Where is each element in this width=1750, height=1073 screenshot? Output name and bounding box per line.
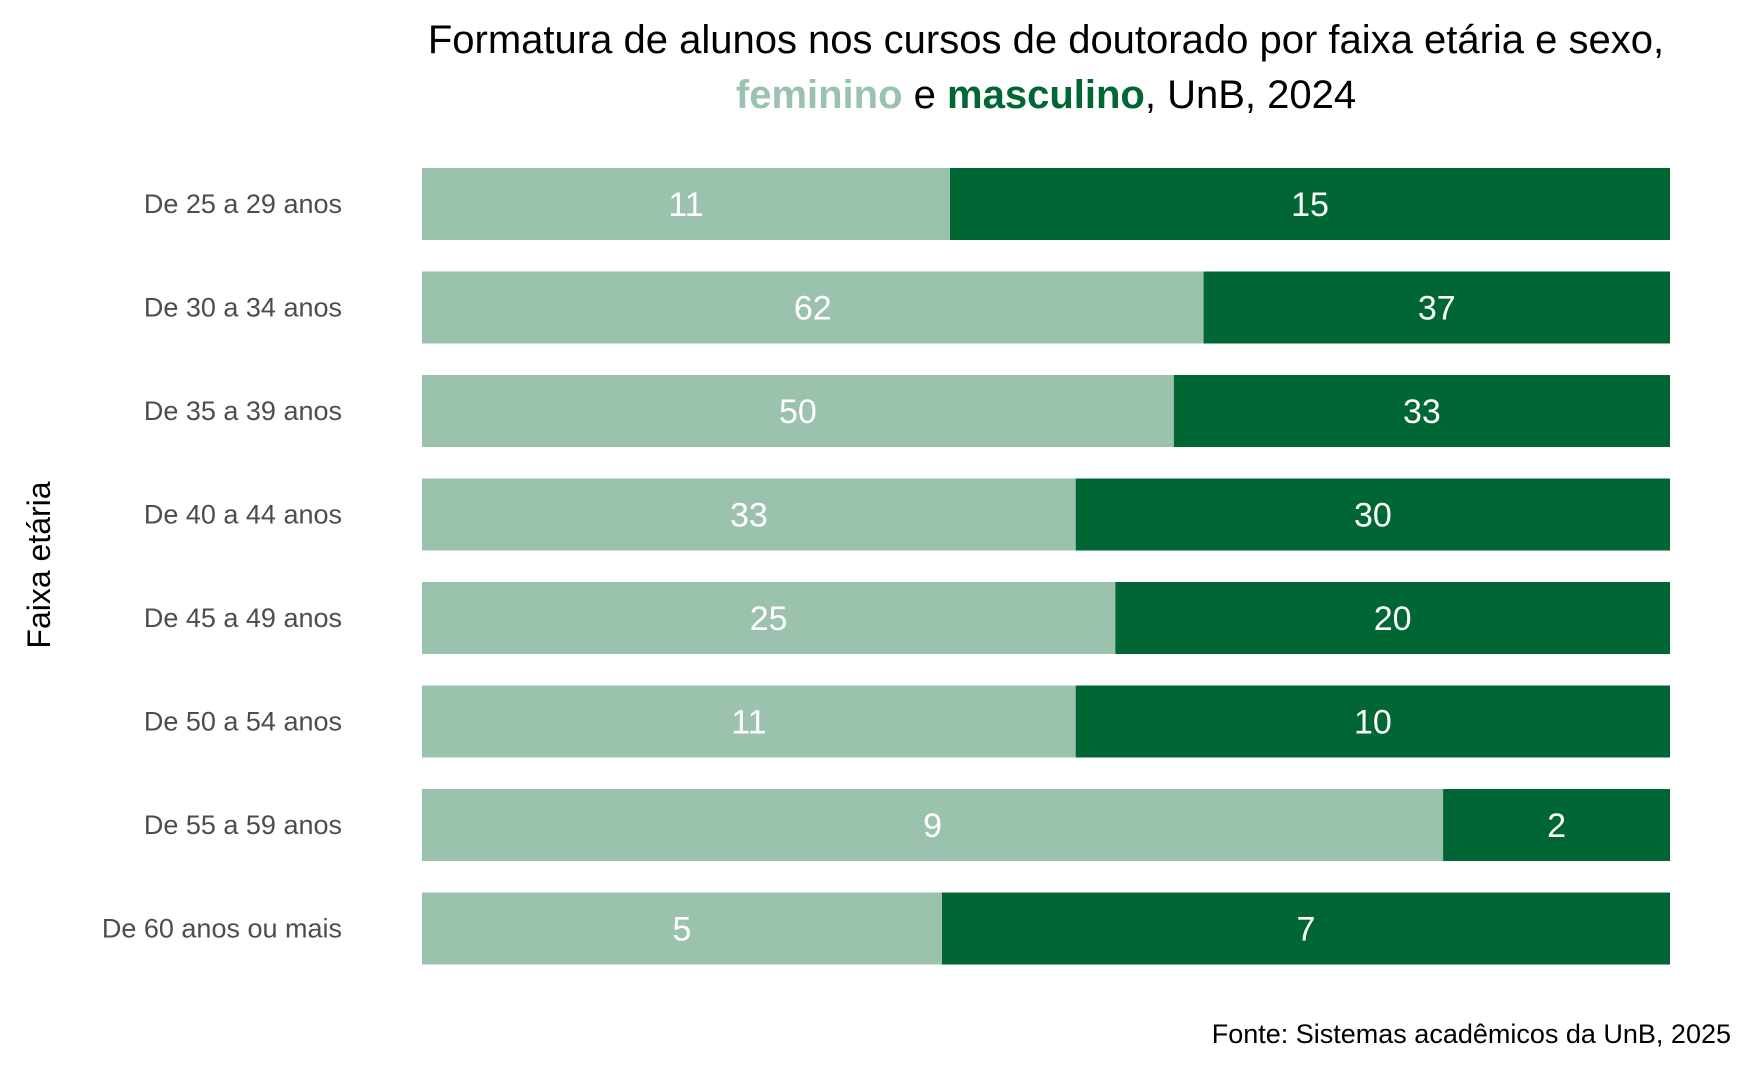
data-label-masculino-2: 37: [1418, 290, 1456, 328]
data-label-feminino-5: 25: [750, 600, 788, 638]
bar-feminino-7: [422, 789, 1444, 861]
data-label-masculino-3: 33: [1403, 393, 1441, 431]
y-tick-label-3: De 35 a 39 anos: [144, 396, 342, 426]
bar-masculino-5: [1115, 582, 1670, 654]
data-label-masculino-1: 15: [1291, 186, 1329, 224]
bar-masculino-7: [1443, 789, 1670, 861]
caption: Fonte: Sistemas acadêmicos da UnB, 2025: [1212, 1019, 1731, 1049]
bar-feminino-1: [422, 168, 950, 240]
data-label-masculino-7: 2: [1547, 807, 1566, 845]
y-axis-label: Faixa etária: [21, 481, 57, 648]
bar-feminino-3: [422, 375, 1174, 447]
data-label-feminino-7: 9: [923, 807, 942, 845]
bar-masculino-4: [1075, 478, 1670, 551]
bar-masculino-1: [950, 168, 1670, 240]
bars-group: [422, 168, 1670, 965]
data-label-feminino-1: 11: [668, 186, 703, 224]
data-label-feminino-4: 33: [730, 497, 768, 535]
title-suffix: , UnB, 2024: [1145, 73, 1356, 117]
bar-masculino-8: [942, 892, 1670, 965]
data-label-feminino-2: 62: [794, 290, 832, 328]
bar-masculino-6: [1075, 685, 1670, 758]
bar-feminino-8: [422, 892, 942, 965]
data-label-masculino-4: 30: [1354, 497, 1392, 535]
y-tick-label-7: De 55 a 59 anos: [144, 810, 342, 840]
data-label-feminino-3: 50: [779, 393, 817, 431]
data-label-masculino-6: 10: [1354, 704, 1392, 742]
bar-feminino-2: [422, 271, 1204, 344]
bar-feminino-4: [422, 478, 1076, 551]
title-male-word: masculino: [947, 73, 1145, 117]
chart-title-line-2: feminino e masculino, UnB, 2024: [736, 73, 1356, 117]
y-tick-label-6: De 50 a 54 anos: [144, 707, 342, 737]
data-label-masculino-5: 20: [1374, 600, 1412, 638]
y-tick-label-2: De 30 a 34 anos: [144, 293, 342, 323]
y-tick-labels: De 25 a 29 anos De 30 a 34 anos De 35 a 39…: [102, 189, 342, 944]
bar-masculino-3: [1173, 375, 1670, 447]
title-female-word: feminino: [736, 73, 903, 117]
y-tick-label-8: De 60 anos ou mais: [102, 914, 342, 944]
bar-feminino-6: [422, 685, 1076, 758]
bar-feminino-5: [422, 582, 1116, 654]
data-label-feminino-6: 11: [731, 704, 766, 742]
y-tick-label-5: De 45 a 49 anos: [144, 603, 342, 633]
title-connector: e: [903, 73, 947, 117]
bar-masculino-2: [1203, 271, 1670, 344]
data-label-masculino-8: 7: [1297, 911, 1316, 949]
y-tick-label-1: De 25 a 29 anos: [144, 189, 342, 219]
data-label-feminino-8: 5: [673, 911, 692, 949]
chart-title-line-1: Formatura de alunos nos cursos de doutor…: [428, 18, 1664, 62]
y-tick-label-4: De 40 a 44 anos: [144, 500, 342, 530]
